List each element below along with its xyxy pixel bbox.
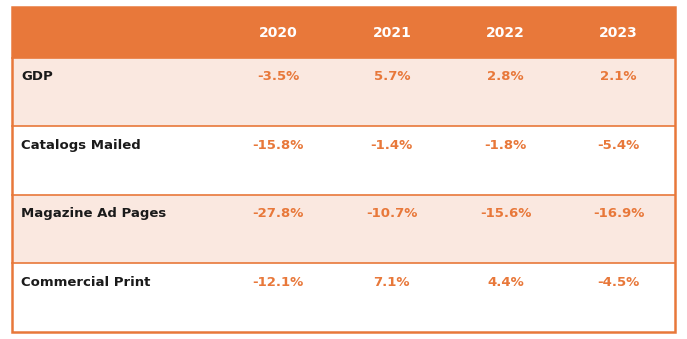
Text: GDP: GDP [21, 70, 53, 83]
Text: Magazine Ad Pages: Magazine Ad Pages [21, 207, 166, 220]
Text: -10.7%: -10.7% [366, 207, 418, 220]
Text: 7.1%: 7.1% [374, 276, 410, 289]
Text: 2020: 2020 [258, 25, 297, 40]
Text: 2023: 2023 [599, 25, 638, 40]
Text: -12.1%: -12.1% [252, 276, 304, 289]
Text: Commercial Print: Commercial Print [21, 276, 150, 289]
Text: -27.8%: -27.8% [252, 207, 304, 220]
Text: 2.8%: 2.8% [488, 70, 524, 83]
Text: -16.9%: -16.9% [593, 207, 644, 220]
Text: -15.6%: -15.6% [480, 207, 532, 220]
Text: 2022: 2022 [486, 25, 525, 40]
Text: -15.8%: -15.8% [252, 139, 304, 152]
Text: 2.1%: 2.1% [600, 70, 637, 83]
Bar [12, 126, 675, 195]
Text: -4.5%: -4.5% [598, 276, 640, 289]
Text: 4.4%: 4.4% [487, 276, 524, 289]
Text: -1.8%: -1.8% [484, 139, 527, 152]
Bar [12, 7, 675, 58]
Bar [12, 195, 675, 263]
Text: -5.4%: -5.4% [598, 139, 640, 152]
Text: 2021: 2021 [372, 25, 412, 40]
Text: Catalogs Mailed: Catalogs Mailed [21, 139, 141, 152]
Bar [12, 58, 675, 126]
Text: 5.7%: 5.7% [374, 70, 410, 83]
Text: -3.5%: -3.5% [257, 70, 299, 83]
Bar [12, 263, 675, 332]
Text: -1.4%: -1.4% [371, 139, 413, 152]
